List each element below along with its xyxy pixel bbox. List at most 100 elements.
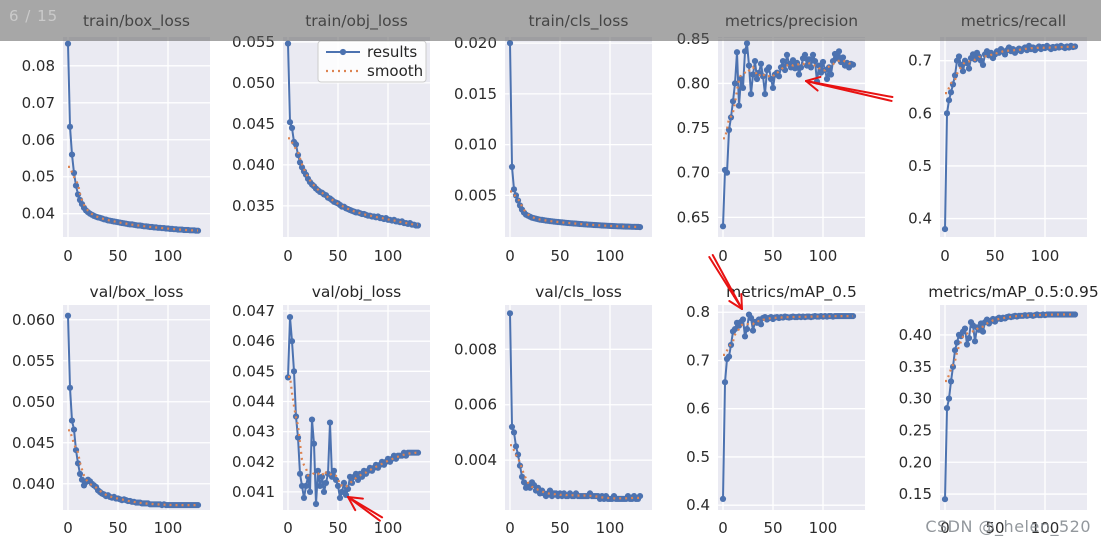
axis-text: 50 — [550, 519, 569, 537]
axis-text: 100 — [596, 519, 625, 537]
axis-text: 0.15 — [899, 485, 932, 503]
smooth-line — [723, 58, 854, 140]
results-marker — [739, 316, 747, 323]
axis-text: 100 — [154, 247, 183, 265]
chart-title: val/box_loss — [90, 283, 184, 302]
axis-text: 50 — [985, 247, 1004, 265]
results-marker — [288, 124, 296, 132]
axis-text: 0.035 — [232, 197, 275, 215]
results-marker — [743, 326, 751, 333]
results-marker — [757, 321, 765, 328]
plot-background — [63, 37, 210, 237]
results-marker — [194, 227, 202, 234]
axis-text: 50 — [763, 247, 782, 265]
results-marker — [719, 495, 727, 502]
axis-text: 0.05 — [22, 168, 55, 186]
axis-text: 0.20 — [899, 453, 932, 471]
results-marker — [835, 48, 843, 55]
plot-background — [505, 37, 652, 237]
axis-text: 0.045 — [232, 362, 275, 380]
results-marker — [745, 62, 753, 69]
results-marker — [959, 68, 967, 75]
results-marker — [725, 353, 733, 360]
results-marker — [290, 368, 298, 375]
chart-val-box-loss: val/box_loss 0.040 0.045 0.050 0.055 0.060 0 50… — [12, 283, 210, 537]
results-marker — [807, 64, 815, 71]
results-marker — [510, 429, 518, 436]
results-marker — [719, 223, 727, 230]
results-marker — [979, 61, 987, 68]
axis-text: 0.65 — [677, 208, 710, 226]
results-marker — [636, 224, 644, 231]
axis-text: 0.060 — [12, 311, 55, 329]
chart-val-obj-loss: val/obj_loss 0.041 0.042 0.043 0.044 0.045 0.0… — [232, 283, 430, 537]
results-marker — [751, 58, 759, 65]
axis-text: 50 — [328, 519, 347, 537]
axis-text: 0.5 — [908, 157, 932, 175]
axis-text: 100 — [1031, 519, 1060, 537]
smooth-line — [510, 190, 640, 228]
results-marker — [749, 71, 757, 78]
results-marker — [512, 443, 520, 450]
axis-text: 0.08 — [22, 57, 55, 75]
results-marker — [795, 71, 803, 78]
results-marker — [791, 65, 799, 72]
axis-text: 0 — [63, 519, 73, 537]
results-marker — [963, 341, 971, 348]
axis-text: 0.005 — [454, 186, 497, 204]
results-marker — [737, 75, 745, 83]
results-marker — [312, 500, 320, 508]
results-marker — [286, 314, 294, 321]
axis-text: 0.041 — [232, 483, 275, 501]
axis-text: 0.7 — [686, 351, 710, 369]
results-marker — [809, 51, 817, 59]
results-marker — [508, 163, 516, 170]
results-marker — [336, 494, 344, 501]
axis-text: 0.045 — [232, 115, 275, 133]
plot-background — [505, 305, 652, 510]
results-marker — [965, 335, 973, 342]
chart-metrics-precision: metrics/precision0.650.700.750.800.85050… — [677, 12, 865, 265]
axis-text: 0 — [505, 519, 515, 537]
results-marker — [76, 470, 84, 477]
results-marker — [797, 64, 805, 71]
results-marker — [819, 58, 827, 66]
chart-metrics-map-0.5-0.95: metrics/mAP_0.5:0.95 0.15 0.20 0.25 0.30 0.35… — [899, 283, 1099, 537]
results-marker — [723, 169, 731, 176]
axis-text: 0.80 — [677, 74, 710, 92]
results-marker — [66, 384, 74, 391]
results-marker — [943, 405, 951, 412]
results-marker — [332, 476, 340, 483]
axis-text: 50 — [763, 519, 782, 537]
axis-text: 50 — [108, 247, 127, 265]
results-marker — [741, 333, 749, 340]
results-marker — [72, 182, 80, 189]
smooth-line — [288, 137, 419, 226]
results-marker — [314, 467, 322, 474]
axis-text: 0.40 — [899, 326, 932, 344]
axis-text: 0.6 — [908, 104, 932, 122]
axis-text: 100 — [1031, 247, 1060, 265]
plot-background — [718, 305, 865, 510]
axis-text: 0.042 — [232, 453, 275, 471]
chart-val-cls-loss: val/cls_loss 0.004 0.006 0.008 0 50 100 — [454, 283, 652, 537]
legend-label-smooth: smooth — [367, 62, 423, 80]
csdn-watermark: CSDN @_helen_520 — [925, 517, 1091, 536]
plot-background — [63, 305, 210, 510]
results-marker — [941, 226, 949, 233]
results-marker — [302, 482, 310, 489]
results-marker — [344, 485, 352, 492]
results-marker — [955, 53, 963, 60]
results-marker — [322, 479, 330, 486]
results-marker — [953, 339, 961, 346]
results-marker — [342, 491, 350, 498]
results-marker — [66, 123, 74, 130]
results-marker — [68, 151, 76, 158]
axis-text: 100 — [374, 519, 403, 537]
axis-text: 0 — [63, 247, 73, 265]
results-marker — [506, 310, 514, 317]
results-marker — [731, 80, 739, 87]
axis-text: 0 — [718, 247, 728, 265]
